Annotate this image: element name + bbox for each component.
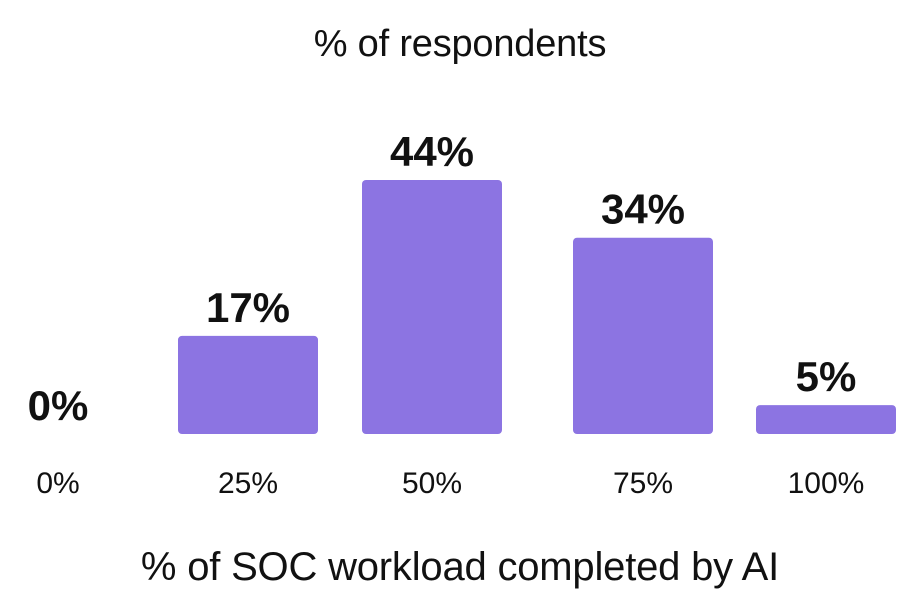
bars-group — [178, 180, 896, 434]
value-labels-group: 0% 17% 44% 34% 5% — [28, 128, 857, 429]
x-tick-label-2: 50% — [402, 467, 462, 500]
value-label-1: 17% — [206, 284, 290, 331]
x-tick-label-0: 0% — [36, 467, 79, 500]
value-label-0: 0% — [28, 382, 89, 429]
bar-1 — [178, 335, 318, 434]
x-axis-label: % of SOC workload completed by AI — [140, 545, 780, 589]
value-label-3: 34% — [601, 186, 685, 233]
bar-4 — [756, 405, 896, 434]
value-label-2: 44% — [390, 128, 474, 175]
chart-title: % of respondents — [313, 23, 607, 65]
x-tick-label-4: 100% — [788, 467, 865, 500]
bar-2 — [362, 180, 502, 434]
bar-3 — [573, 237, 713, 434]
x-tick-label-1: 25% — [218, 467, 278, 500]
x-tick-label-3: 75% — [613, 467, 673, 500]
value-label-4: 5% — [796, 353, 857, 400]
x-tick-labels-group: 0% 25% 50% 75% 100% — [36, 467, 864, 500]
